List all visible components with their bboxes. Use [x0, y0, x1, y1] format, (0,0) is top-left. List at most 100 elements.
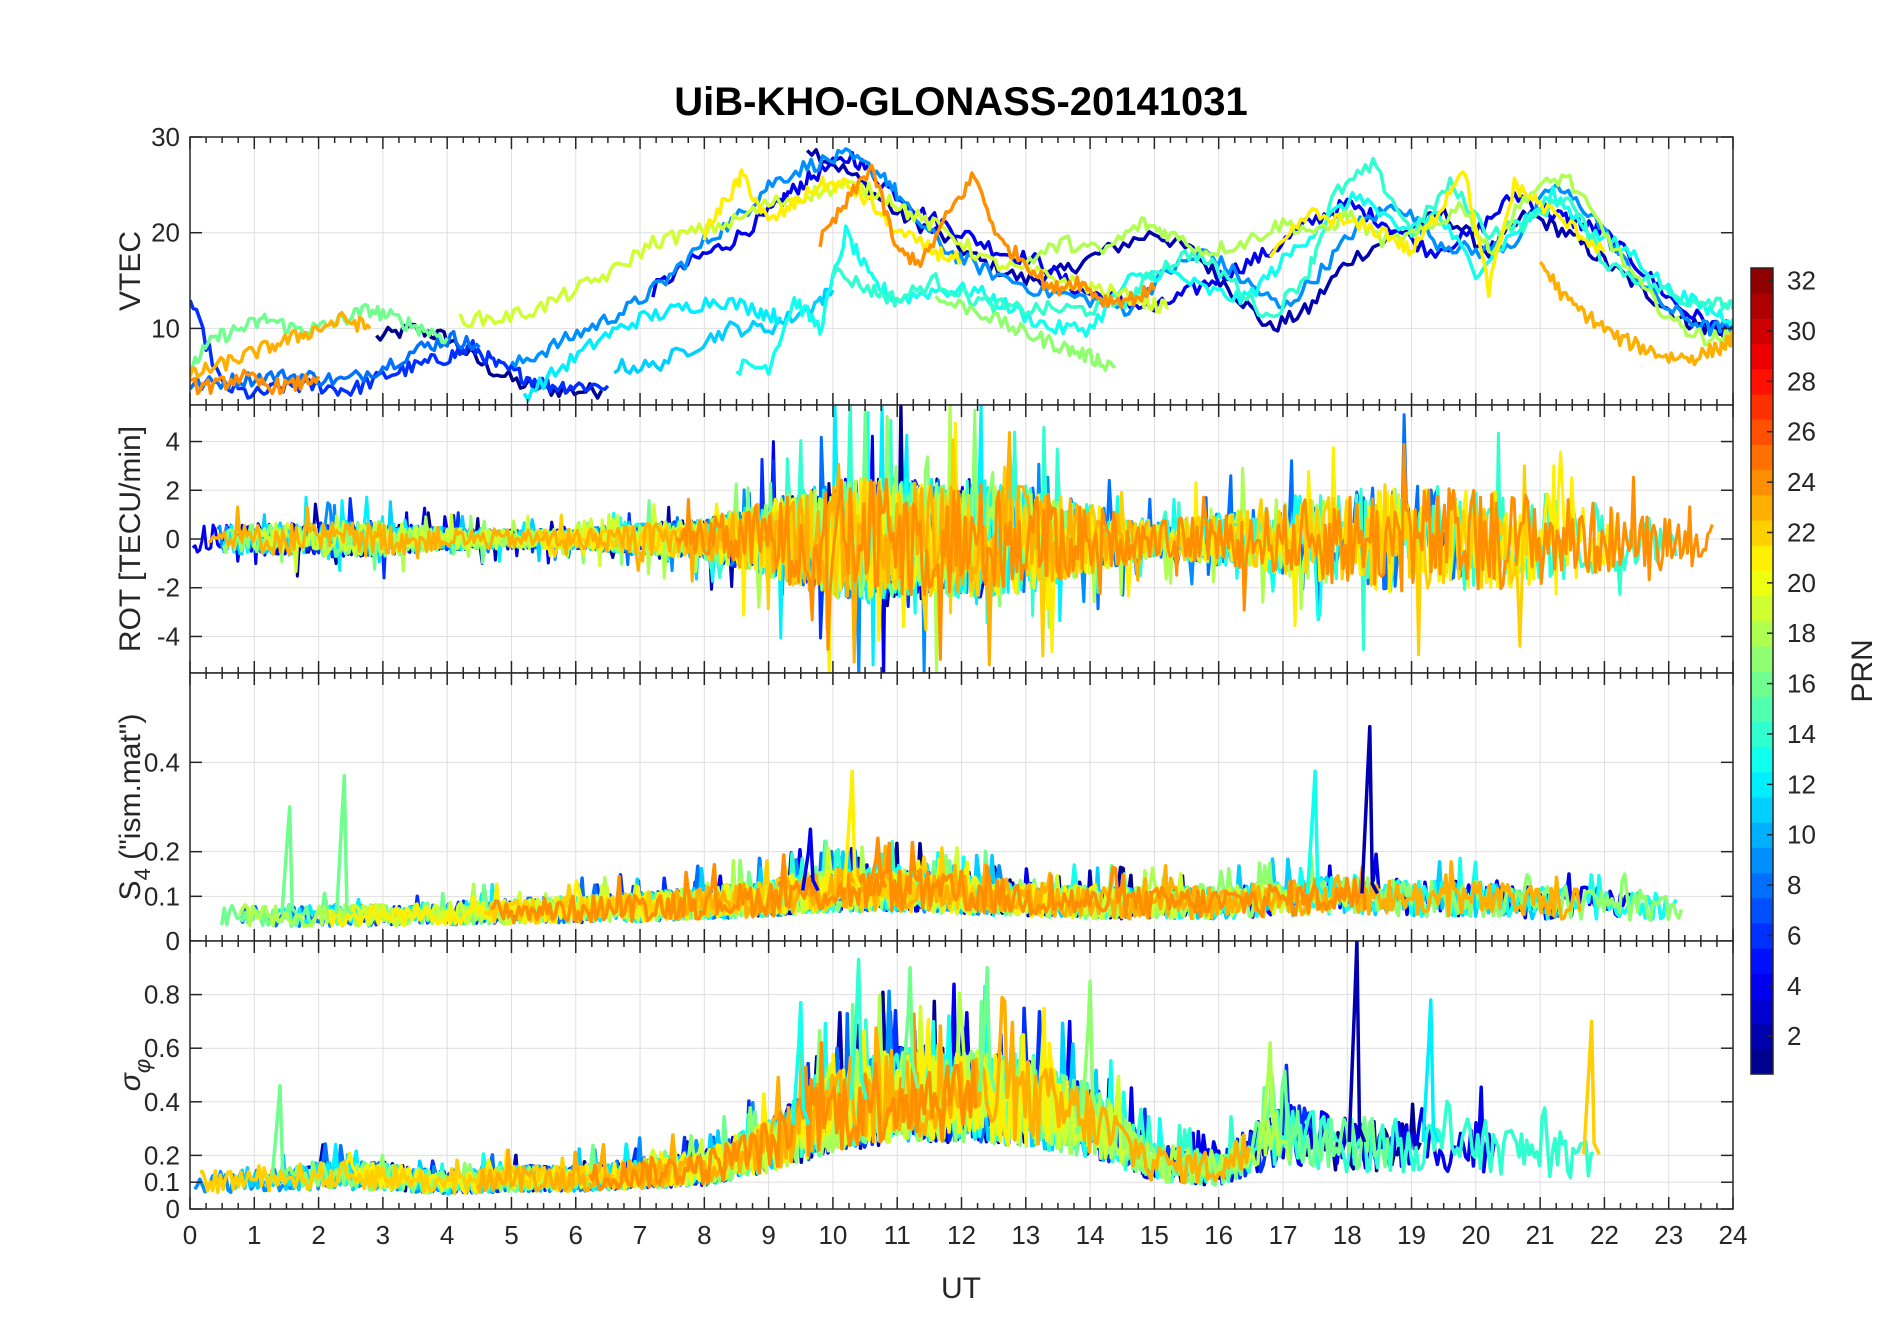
rot-series-prn-23	[208, 431, 1149, 667]
colorbar-segment	[1751, 746, 1773, 773]
x-tick-label: 3	[376, 1220, 390, 1250]
colorbar-segment	[1751, 545, 1773, 571]
spike-prn-22	[1582, 1019, 1601, 1156]
colorbar-tick-label: 26	[1787, 417, 1816, 447]
y-axis-label: S4 ("ism.mat")	[114, 714, 155, 901]
colorbar-segment	[1751, 268, 1773, 294]
y-tick-label: 0.8	[144, 980, 180, 1010]
colorbar-segment	[1751, 393, 1773, 420]
colorbar-label: PRN	[1846, 639, 1879, 702]
data-lines	[219, 724, 1683, 929]
panel-1: 10 20 30 VTEC	[114, 122, 1734, 406]
colorbar-tick-label: 22	[1787, 517, 1816, 547]
colorbar-tick-label: 14	[1787, 719, 1816, 749]
x-tick-label: 10	[818, 1220, 847, 1250]
colorbar-segment	[1751, 1048, 1773, 1075]
spike-prn-4	[800, 827, 820, 892]
x-tick-label: 23	[1654, 1220, 1683, 1250]
colorbar-tick-label: 18	[1787, 618, 1816, 648]
x-tick-label: 0	[183, 1220, 197, 1250]
colorbar-tick-label: 28	[1787, 366, 1816, 396]
x-tick-label: 6	[569, 1220, 583, 1250]
colorbar-segment	[1751, 897, 1773, 924]
colorbar-segment	[1751, 444, 1773, 471]
rot-series-prn-24	[675, 443, 1714, 661]
axes-frame	[189, 672, 1734, 942]
spike-prn-16	[270, 1083, 290, 1177]
vtec-series-prn-13	[735, 185, 1733, 376]
colorbar-segment	[1751, 872, 1773, 899]
colorbar-segment	[1751, 771, 1773, 798]
colorbar-segment	[1751, 343, 1773, 370]
y-tick-label: 20	[151, 218, 180, 248]
spike-prn-16	[900, 966, 920, 1089]
vtec-series-prn-23	[1538, 260, 1733, 367]
x-tick-label: 18	[1333, 1220, 1362, 1250]
x-tick-label: 21	[1526, 1220, 1555, 1250]
spike-prn-12	[1421, 998, 1441, 1143]
x-axis: 0 1 2 3 4 5 6 7 8 9 10 11 12 13 14 15 16 17 18 19 20 21 22 23 24	[183, 1220, 1748, 1250]
colorbar-segment	[1751, 494, 1773, 521]
y-tick-label: 0.6	[144, 1033, 180, 1063]
colorbar-tick-label: 8	[1787, 870, 1801, 900]
x-tick-label: 2	[311, 1220, 325, 1250]
spike-prn-16	[280, 805, 299, 916]
colorbar-segment	[1751, 293, 1773, 319]
colorbar-segment	[1751, 671, 1773, 697]
x-tick-label: 22	[1590, 1220, 1619, 1250]
spike-prn-18	[1260, 1041, 1280, 1137]
vtec-series-prn-21	[702, 168, 963, 265]
series-prn-24	[588, 1012, 978, 1192]
colorbar-tick-label: 6	[1787, 920, 1801, 950]
colorbar-segment	[1751, 595, 1773, 622]
colorbar-tick-label: 20	[1787, 568, 1816, 598]
y-tick-label: 0.2	[144, 837, 180, 867]
vtec-series-prn-23	[190, 310, 372, 379]
vtec-series-prn-8	[190, 329, 481, 392]
colorbar-tick-label: 24	[1787, 467, 1816, 497]
panel-2: -4 -2 0 2 4 ROT [TECU/min]	[114, 404, 1734, 674]
spike-prn-17	[1080, 979, 1100, 1116]
series-prn-24	[490, 840, 1367, 925]
y-tick-label: -4	[157, 621, 180, 651]
colorbar-segment	[1751, 822, 1773, 848]
colorbar-segment	[1751, 469, 1773, 496]
colorbar-tick-label: 12	[1787, 769, 1816, 799]
x-tick-label: 24	[1719, 1220, 1748, 1250]
y-tick-label: 0	[166, 1194, 180, 1224]
y-tick-label: 2	[166, 475, 180, 505]
x-tick-label: 16	[1204, 1220, 1233, 1250]
chart-title: UiB-KHO-GLONASS-20141031	[674, 80, 1248, 124]
y-tick-label: 0.4	[144, 747, 180, 777]
colorbar-segment	[1751, 922, 1773, 949]
series-prn-21	[327, 857, 1098, 928]
spike-prn-2	[1347, 941, 1367, 1143]
spike-prn-21	[842, 769, 862, 889]
spike-prn-13	[1305, 769, 1325, 895]
spike-prn-2	[1360, 724, 1380, 895]
colorbar-segment	[1751, 847, 1773, 874]
vtec-series-prn-24	[190, 368, 321, 396]
y-tick-label: 0	[166, 524, 180, 554]
colorbar-segment	[1751, 1023, 1773, 1050]
vtec-series-prn-16	[190, 302, 449, 373]
colorbar-tick-label: 2	[1787, 1021, 1801, 1051]
colorbar-segment	[1751, 645, 1773, 672]
spike-prn-16	[977, 966, 997, 1092]
colorbar-tick-label: 10	[1787, 820, 1816, 850]
y-tick-label: 0.4	[144, 1087, 180, 1117]
colorbar-tick-label: 30	[1787, 316, 1816, 346]
y-tick-label: 4	[166, 427, 180, 457]
colorbar-tick-label: 16	[1787, 669, 1816, 699]
spike-prn-14	[849, 958, 869, 1101]
vtec-series-prn-21	[1268, 170, 1606, 299]
x-tick-label: 19	[1397, 1220, 1426, 1250]
x-tick-label: 15	[1140, 1220, 1169, 1250]
y-tick-label: 30	[151, 122, 180, 152]
spike-prn-13	[791, 1000, 811, 1126]
vtec-series-prn-24	[818, 163, 1157, 310]
panel-3: 0 0.1 0.2 0.4S4 ("ism.mat")	[114, 672, 1734, 956]
x-tick-label: 11	[884, 1220, 911, 1250]
